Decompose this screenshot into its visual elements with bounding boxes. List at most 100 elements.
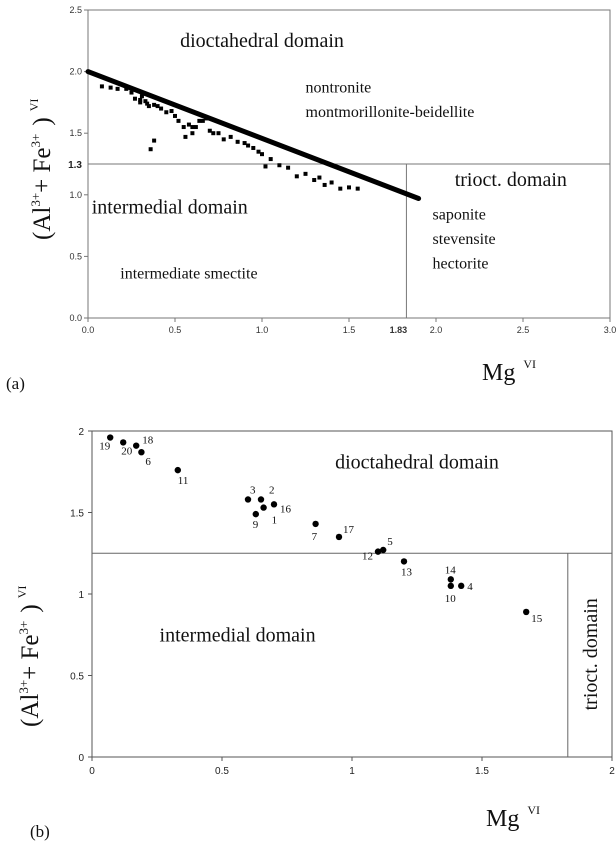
data-point [257,496,265,503]
data-point [181,125,186,130]
data-point [186,122,191,127]
point-label: 20 [121,445,133,457]
data-point [294,174,299,179]
data-point [338,186,343,191]
point-label: 18 [142,435,154,447]
point-label: 12 [362,551,373,563]
data-point [260,504,267,511]
data-point [174,466,181,474]
data-point [312,178,317,183]
data-point [148,147,153,152]
x-tick-label: 1.0 [256,325,269,335]
data-point [138,97,143,102]
data-point [133,442,140,449]
panel-a-y-axis-label: (Al3++ Fe3+)VI [27,99,56,240]
data-point [286,165,291,170]
y-tick-label: 2.5 [69,5,82,15]
panel-a-x-ticks: 0.0 0.5 1.0 1.5 2.0 2.5 3.0 1.83 [82,318,616,335]
panel-a-x-axis-label: Mg VI [482,357,536,386]
data-point [447,582,454,590]
y-tick-label: 1.0 [69,190,82,200]
region-label: trioct. domain [455,169,567,191]
point-label: 16 [280,503,292,515]
point-label: 1 [272,515,278,527]
data-point [99,84,104,89]
data-point [173,113,177,118]
panel-b-x-axis-label: Mg VI [486,803,540,832]
data-point [235,139,240,144]
panel-b-plot-frame [91,430,613,758]
y-tick-label: 2 [78,427,84,438]
data-point [159,106,164,111]
y-tick-label: 1.5 [69,128,82,138]
point-label: 2 [269,484,275,496]
y-tick-label: 1 [78,590,84,601]
x-tick-label: 1.5 [343,325,356,335]
data-point [374,548,382,555]
point-label: 6 [145,456,151,468]
x-tick-label: 0.5 [215,766,229,777]
data-point [242,141,247,146]
data-point [176,118,181,123]
data-point [139,94,144,99]
panel-a-label: (a) [6,374,25,393]
region-label: dioctahedral domain [335,451,499,473]
data-point [523,608,530,616]
data-point [197,118,202,123]
data-point [108,85,113,90]
mineral-label: saponite [433,206,486,223]
point-label: 5 [387,536,393,548]
y-tick-label: 0.0 [69,313,82,323]
y-tick-label: 0 [78,753,84,764]
x-tick-label: 1 [349,766,355,777]
point-label: 17 [343,524,355,536]
y-tick-label-boundary: 1.3 [68,160,82,171]
data-point [183,134,188,139]
data-point [200,118,205,123]
data-point [216,131,221,136]
data-point [120,439,127,446]
data-point [312,520,319,528]
panel-a-region-labels: dioctahedral domain intermedial domain tri… [92,30,567,218]
data-point [256,149,261,154]
data-point [152,102,157,107]
data-point [260,152,264,157]
panel-a-chart: 0.0 0.5 1.0 1.5 2.0 2.5 3.0 1.83 0.0 0.5 1.0 1.5 2.… [6,5,616,393]
data-point [244,496,252,503]
point-label: 4 [467,581,473,593]
data-point [380,546,387,554]
data-point [190,131,195,136]
data-point [155,104,160,109]
x-tick-label: 0.5 [169,325,182,335]
panel-b-label: (b) [30,822,50,841]
data-point [317,175,322,180]
x-tick-label: 0.0 [82,325,95,335]
data-point [115,86,120,91]
data-point [145,101,150,106]
point-label: 13 [401,566,413,578]
region-label: intermedial domain [92,196,248,218]
data-point [458,582,465,590]
data-point [146,104,151,109]
data-point [169,109,174,114]
mineral-label: hectorite [433,256,489,273]
data-point [138,100,143,105]
point-label: 15 [531,613,543,625]
panel-a-y-ticks: 0.0 0.5 1.0 1.5 2.0 2.5 1.3 [68,5,88,323]
data-point [400,558,408,565]
panel-a-mineral-labels: nontronite montmorillonite-beidellite inte… [120,80,495,283]
point-label: 9 [253,519,259,531]
panel-b-region-labels: dioctahedral domain intermedial domain tri… [160,451,602,710]
region-label-rotated: trioct. domain [580,598,602,710]
region-label: intermedial domain [160,624,316,646]
data-point [152,138,157,143]
data-point [132,96,137,101]
data-point [277,163,282,168]
data-point [193,125,198,130]
y-tick-label: 1.5 [70,509,84,520]
panel-b-boundaries [92,552,612,757]
x-tick-label: 2.0 [430,325,443,335]
y-tick-label: 2.0 [69,67,82,77]
